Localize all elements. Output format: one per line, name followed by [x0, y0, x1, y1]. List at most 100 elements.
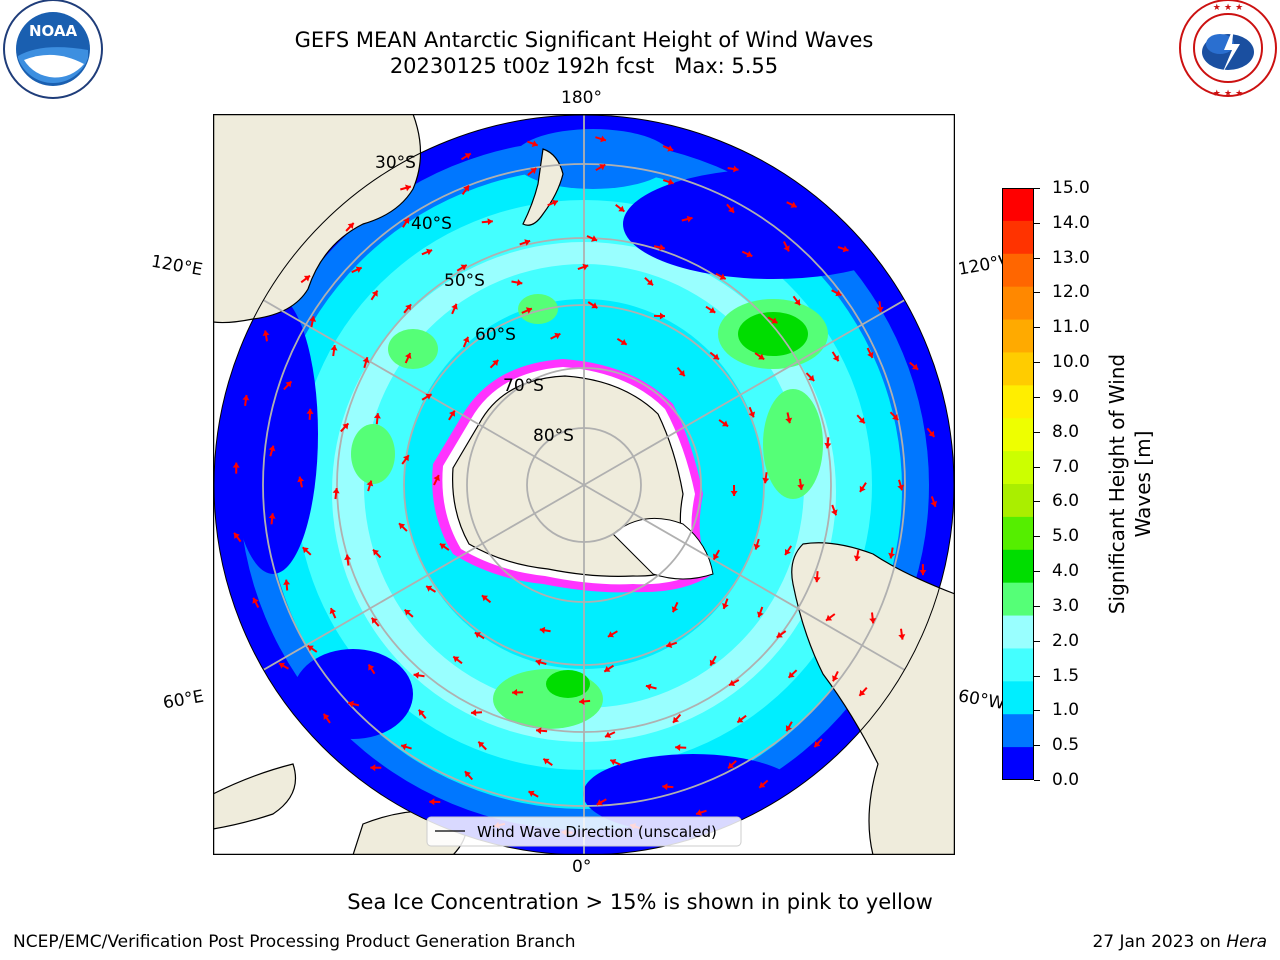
wave-arrow-head	[659, 312, 665, 320]
wave-arrow-head	[599, 164, 606, 171]
wave-arrow-head	[403, 455, 409, 462]
wave-arrow-head	[401, 743, 407, 751]
wave-arrow-head	[302, 547, 309, 554]
wave-arrow-head	[659, 244, 665, 251]
wave-arrow-head	[728, 762, 735, 769]
wave-arrow-head	[303, 275, 310, 282]
wave-arrow-head	[554, 332, 561, 340]
colorbar-tick-mark	[1034, 396, 1040, 398]
colorbar-tick-label: 1.0	[1052, 700, 1080, 721]
wave-arrow-head	[832, 355, 839, 362]
wave-arrow-head	[607, 631, 614, 638]
wave-arrow-head	[268, 445, 276, 452]
lon-label-120e: 120°E	[149, 251, 205, 281]
wave-arrow-head	[722, 603, 729, 609]
wave-arrow-head	[892, 414, 899, 421]
colorbar-tick-mark	[1034, 327, 1040, 329]
wave-arrow-head	[481, 595, 488, 602]
footer-credit: NCEP/EMC/Verification Post Processing Pr…	[13, 932, 576, 952]
colorbar	[1002, 188, 1034, 780]
wave-arrow-head	[278, 662, 285, 669]
wave-arrow-head	[673, 716, 679, 723]
wave-arrow-head	[306, 408, 314, 414]
wave-arrow-head	[709, 659, 716, 666]
colorbar-tick-label: 0.0	[1052, 770, 1080, 790]
wave-arrow-head	[371, 617, 378, 624]
wave-arrow-head	[370, 764, 376, 772]
wave-arrow-head	[832, 675, 839, 682]
wave-arrow-head	[722, 420, 729, 427]
colorbar-tick-label: 2.0	[1052, 630, 1080, 651]
footer-date: 27 Jan 2023 on Hera	[1092, 932, 1267, 952]
wave-arrow-head	[487, 218, 493, 226]
wave-arrow-head	[867, 351, 874, 358]
colorbar-segment	[1002, 714, 1034, 748]
wave-arrow-head	[268, 513, 276, 519]
wave-arrow-head	[808, 374, 815, 381]
colorbar-tick-mark	[1034, 675, 1040, 677]
colorbar-tick-label: 4.0	[1052, 561, 1080, 582]
wave-arrow-head	[794, 299, 800, 306]
wave-arrow-head	[582, 263, 589, 271]
legend: Wind Wave Direction (unscaled)	[426, 816, 742, 847]
wave-arrow-head	[285, 381, 292, 388]
wave-arrow-head	[759, 781, 766, 788]
wave-arrow-head	[897, 484, 904, 491]
wave-arrow-head	[591, 235, 598, 242]
wave-arrow-head	[596, 799, 603, 806]
wave-arrow-head	[898, 634, 906, 640]
colorbar-tick-label: 8.0	[1052, 421, 1080, 442]
wind-wave-arrows	[232, 135, 938, 836]
wave-arrow-head	[342, 423, 349, 430]
colorbar-tick-label: 1.5	[1052, 665, 1080, 686]
colorbar-tick-label: 3.0	[1052, 595, 1080, 616]
wave-arrow-head	[418, 709, 425, 716]
wave-arrow-head	[460, 264, 467, 271]
wave-arrow-head	[831, 509, 838, 516]
lat-label-60s: 60°S	[475, 325, 516, 345]
colorbar-segment	[1002, 286, 1034, 321]
colorbar-tick-mark	[1034, 188, 1040, 189]
wave-arrow-head	[666, 641, 673, 648]
colorbar-segment	[1002, 681, 1034, 715]
wave-arrow-head	[405, 304, 412, 311]
wave-arrow-head	[405, 184, 411, 192]
wave-arrow-head	[451, 303, 458, 310]
lat-label-80s: 80°S	[533, 426, 574, 446]
colorbar-segment	[1002, 253, 1034, 288]
wave-arrow-head	[610, 759, 617, 766]
wave-arrow-head	[474, 632, 481, 639]
wave-arrow-head	[543, 758, 550, 765]
wave-arrow-head	[464, 771, 471, 778]
wave-arrow-head	[618, 205, 625, 212]
wave-arrow-head	[329, 608, 337, 615]
wave-arrow-head	[463, 185, 469, 192]
wave-arrow-head	[309, 316, 317, 322]
wave-arrow-head	[712, 353, 719, 360]
wave-arrow-head	[449, 410, 455, 417]
wave-arrow-head	[814, 741, 821, 748]
wave-arrow-head	[620, 339, 627, 345]
wave-arrow-head	[433, 475, 440, 482]
wave-arrow-head	[478, 741, 485, 748]
wave-arrow-head	[686, 215, 693, 223]
wave-arrow-head	[737, 716, 744, 723]
colorbar-segment	[1002, 451, 1034, 485]
wave-arrow-head	[671, 606, 679, 613]
colorbar-segment	[1002, 516, 1034, 551]
colorbar-tick-mark	[1034, 605, 1040, 607]
colorbar-tick-label: 9.0	[1052, 386, 1080, 407]
lon-label-0: 0°	[572, 857, 592, 877]
wave-arrow-head	[930, 500, 938, 507]
colorbar-tick-label: 12.0	[1052, 282, 1090, 303]
colorbar-segment	[1002, 615, 1034, 649]
wave-arrow-head	[492, 360, 499, 366]
wave-arrow-head	[426, 248, 433, 256]
wave-arrow-head	[771, 317, 778, 324]
colorbar-tick-mark	[1034, 710, 1040, 712]
colorbar-tick-mark	[1034, 292, 1040, 294]
lat-label-30s: 30°S	[375, 153, 416, 173]
lon-label-120w: 120°W	[956, 252, 1005, 280]
wave-arrow-head	[373, 413, 381, 419]
colorbar-tick-mark	[1034, 466, 1040, 468]
